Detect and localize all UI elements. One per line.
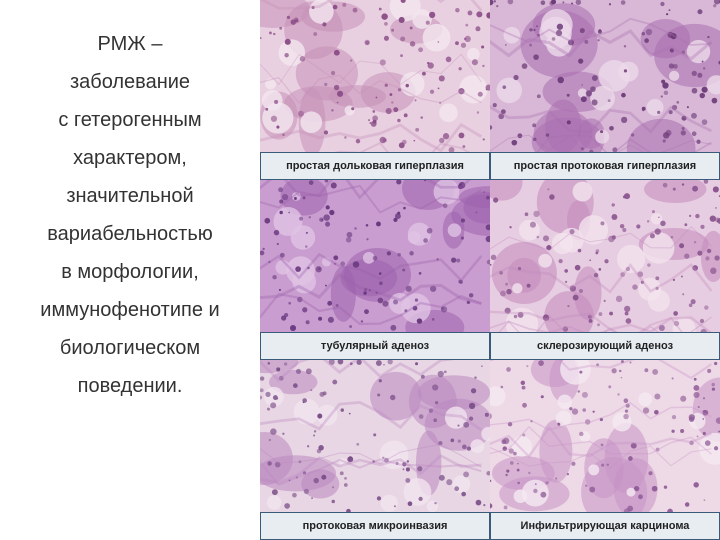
histology-image	[260, 0, 490, 152]
image-caption: тубулярный аденоз	[260, 332, 490, 360]
histology-image	[260, 360, 490, 512]
grid-cell: Инфильтрирующая карцинома	[490, 360, 720, 540]
text-line: значительной	[15, 177, 245, 215]
grid-row: протоковая микроинвазия Инфильтрирующая …	[260, 360, 720, 540]
image-caption: протоковая микроинвазия	[260, 512, 490, 540]
histology-image	[260, 180, 490, 332]
grid-cell: протоковая микроинвазия	[260, 360, 490, 540]
histology-image	[490, 0, 720, 152]
main-text-block: РМЖ – заболевание с гетерогенным характе…	[15, 25, 245, 405]
left-text-panel: РМЖ – заболевание с гетерогенным характе…	[0, 0, 260, 540]
text-line: с гетерогенным	[15, 101, 245, 139]
image-caption: склерозирующий аденоз	[490, 332, 720, 360]
histology-image	[490, 360, 720, 512]
grid-cell: склерозирующий аденоз	[490, 180, 720, 360]
text-line: биологическом	[15, 329, 245, 367]
text-line: заболевание	[15, 63, 245, 101]
text-line: РМЖ –	[15, 25, 245, 63]
grid-cell: тубулярный аденоз	[260, 180, 490, 360]
image-caption: простая дольковая гиперплазия	[260, 152, 490, 180]
histology-grid: простая дольковая гиперплазия простая пр…	[260, 0, 720, 540]
grid-cell: простая протоковая гиперплазия	[490, 0, 720, 180]
text-line: поведении.	[15, 367, 245, 405]
text-line: характером,	[15, 139, 245, 177]
grid-cell: простая дольковая гиперплазия	[260, 0, 490, 180]
histology-image	[490, 180, 720, 332]
text-line: иммунофенотипе и	[15, 291, 245, 329]
text-line: вариабельностью	[15, 215, 245, 253]
grid-row: простая дольковая гиперплазия простая пр…	[260, 0, 720, 180]
grid-row: тубулярный аденоз склерозирующий аденоз	[260, 180, 720, 360]
text-line: в морфологии,	[15, 253, 245, 291]
image-caption: Инфильтрирующая карцинома	[490, 512, 720, 540]
image-caption: простая протоковая гиперплазия	[490, 152, 720, 180]
